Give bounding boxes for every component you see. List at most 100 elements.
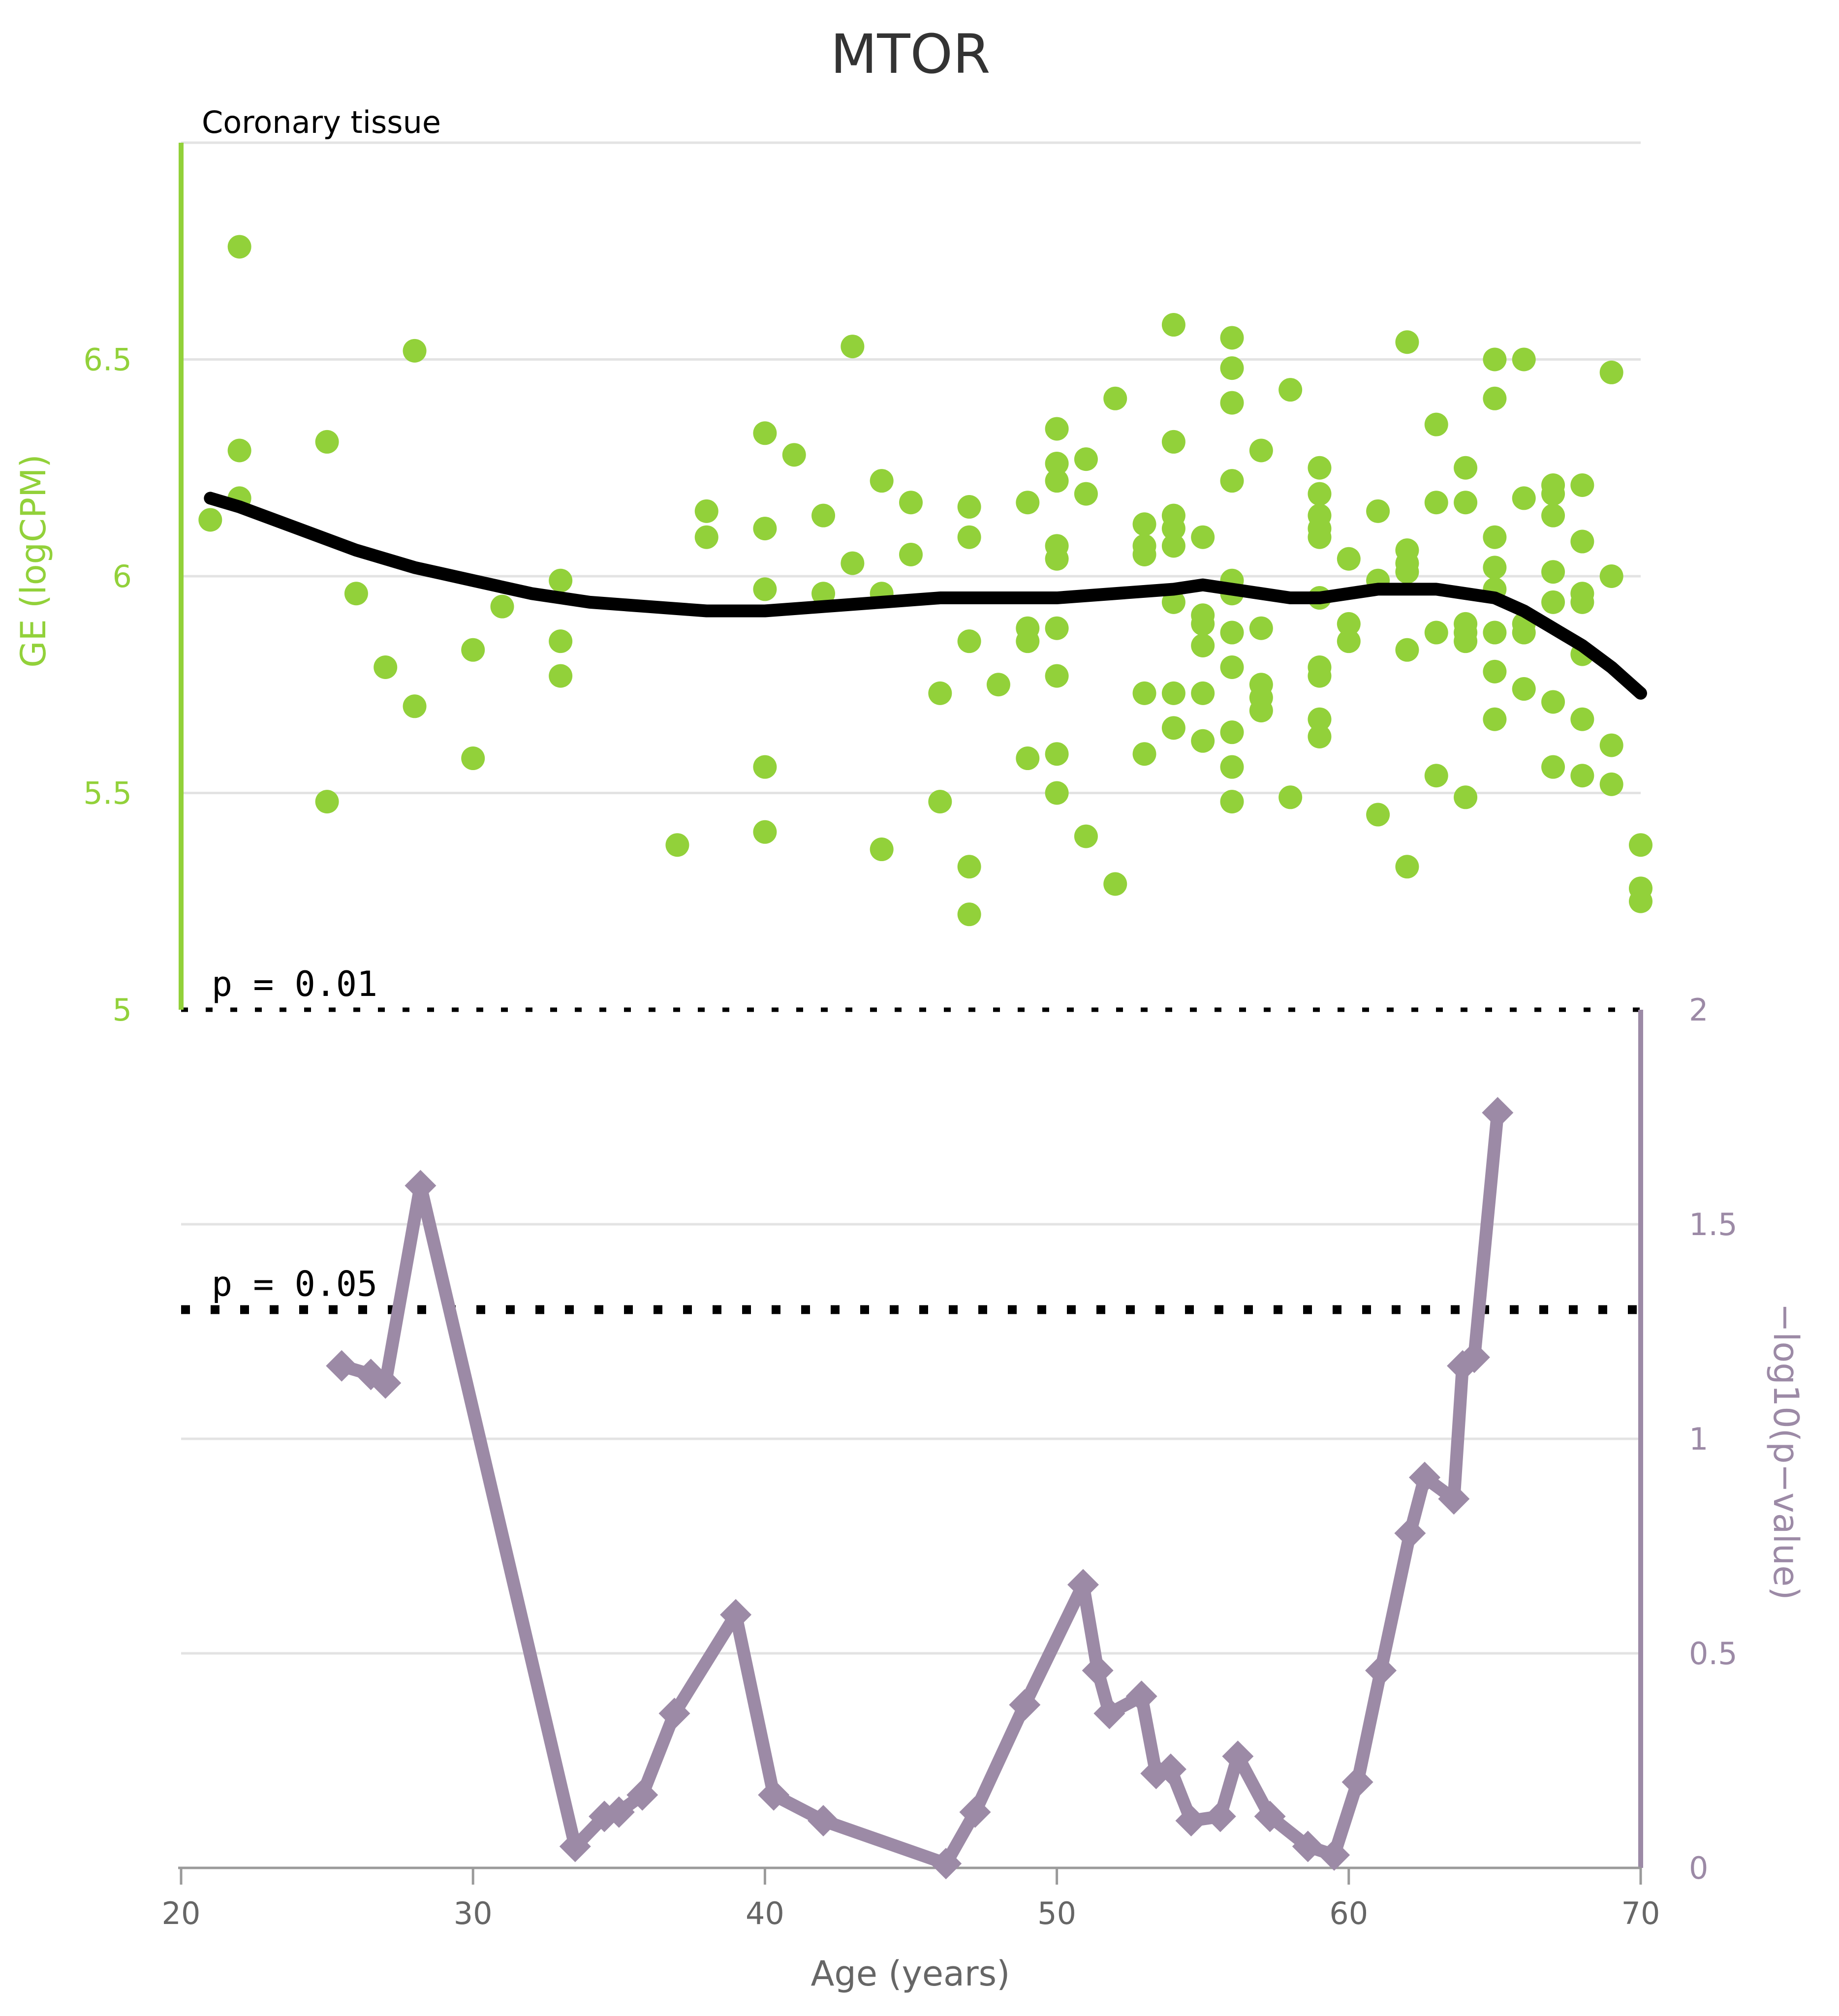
scatter-point: [957, 495, 981, 519]
scatter-point: [1599, 564, 1623, 588]
scatter-point: [753, 755, 777, 779]
scatter-point: [1220, 790, 1244, 814]
pvalue-marker: [1204, 1800, 1236, 1832]
scatter-point: [665, 833, 689, 857]
scatter-point: [1249, 438, 1273, 463]
ge-tick-label: 5: [113, 992, 132, 1028]
p-axis-label: −log10(p−value): [1766, 1303, 1806, 1600]
scatter-point: [227, 235, 251, 259]
scatter-point: [1220, 755, 1244, 779]
scatter-point: [1424, 491, 1448, 515]
scatter-point: [1308, 707, 1332, 731]
scatter-point: [1308, 482, 1332, 506]
scatter-point: [841, 551, 865, 575]
pvalue-marker: [1154, 1753, 1186, 1785]
scatter-point: [957, 525, 981, 549]
pvalue-marker: [1222, 1740, 1254, 1772]
scatter-point: [753, 517, 777, 541]
scatter-point: [549, 664, 573, 688]
p-tick-label: 0: [1689, 1850, 1708, 1886]
scatter-point: [1512, 677, 1536, 701]
scatter-point: [1337, 547, 1361, 571]
pvalue-marker: [1009, 1689, 1041, 1721]
scatter-point: [1191, 729, 1215, 753]
scatter-point: [957, 855, 981, 879]
scatter-point: [957, 902, 981, 927]
x-tick-label: 70: [1621, 1895, 1660, 1931]
p-tick-label: 1.5: [1689, 1207, 1738, 1242]
scatter-point: [1220, 620, 1244, 645]
x-tick-label: 60: [1329, 1895, 1368, 1931]
scatter-point: [753, 820, 777, 844]
grid-lines: [181, 141, 1641, 1655]
scatter-point: [811, 582, 836, 606]
scatter-point: [1483, 707, 1507, 731]
scatter-point: [1570, 707, 1594, 731]
scatter-point: [1599, 733, 1623, 757]
p-tick-label: 1: [1689, 1421, 1708, 1457]
scatter-point: [1454, 629, 1478, 653]
scatter-point: [1045, 616, 1069, 640]
scatter-point: [1132, 742, 1156, 766]
scatter-point: [1074, 447, 1098, 471]
scatter-point: [1045, 547, 1069, 571]
p-ticks: 0 0.5 1 1.5 2: [1689, 992, 1738, 1886]
pvalue-marker: [808, 1805, 840, 1837]
threshold-lines: p = 0.01 p = 0.05: [181, 964, 1641, 1314]
pvalue-marker: [1409, 1461, 1441, 1493]
ge-tick-label: 6: [113, 558, 132, 594]
scatter-point: [1395, 560, 1419, 584]
scatter-point: [1249, 699, 1273, 723]
scatter-point: [1220, 391, 1244, 415]
scatter-point: [957, 629, 981, 653]
scatter-point: [899, 542, 923, 566]
pvalue-marker: [1067, 1569, 1099, 1601]
scatter-point: [1103, 386, 1127, 410]
pvalue-marker: [720, 1599, 752, 1631]
pvalue-marker: [405, 1170, 436, 1202]
scatter-point: [1629, 889, 1652, 913]
trend-line: [204, 492, 1647, 700]
scatter-point: [1045, 417, 1069, 441]
pvalue-marker: [1292, 1830, 1324, 1862]
scatter-point: [1308, 456, 1332, 480]
scatter-point: [1483, 386, 1507, 410]
x-ticks: 20 30 40 50 60 70: [162, 1868, 1660, 1931]
scatter-point: [403, 694, 427, 718]
scatter-point: [1161, 716, 1185, 740]
ge-ticks: 5 5.5 6 6.5: [83, 342, 132, 1028]
scatter-point: [198, 508, 222, 532]
scatter-point: [1395, 855, 1419, 879]
scatter-point: [1424, 412, 1448, 436]
scatter-point: [1045, 781, 1069, 805]
pvalue-marker: [758, 1779, 790, 1811]
threshold-label: p = 0.05: [212, 1264, 377, 1304]
scatter-point: [315, 430, 339, 454]
pvalue-marker: [930, 1848, 962, 1880]
ge-tick-label: 6.5: [83, 342, 132, 378]
scatter-point: [1512, 347, 1536, 372]
scatter-point: [1512, 486, 1536, 510]
scatter-point: [1161, 517, 1185, 541]
scatter-point: [1161, 430, 1185, 454]
scatter-point: [1512, 620, 1536, 645]
scatter-point: [1220, 469, 1244, 493]
scatter-point: [1191, 612, 1215, 636]
scatter-point: [1424, 764, 1448, 788]
scatter-point: [344, 582, 368, 606]
scatter-point: [1541, 690, 1565, 714]
scatter-point: [227, 438, 251, 463]
scatter-point: [1161, 313, 1185, 337]
scatter-point: [1132, 512, 1156, 536]
scatter-point: [1016, 629, 1040, 653]
scatter-point: [1454, 491, 1478, 515]
scatter-point: [841, 335, 865, 359]
pvalue-markers: [326, 1097, 1514, 1880]
pvalue-marker: [658, 1698, 690, 1730]
pvalue-marker: [559, 1830, 591, 1862]
scatter-point: [870, 837, 894, 862]
scatter-point: [315, 790, 339, 814]
scatter-point: [1541, 560, 1565, 584]
scatter-point: [1045, 742, 1069, 766]
